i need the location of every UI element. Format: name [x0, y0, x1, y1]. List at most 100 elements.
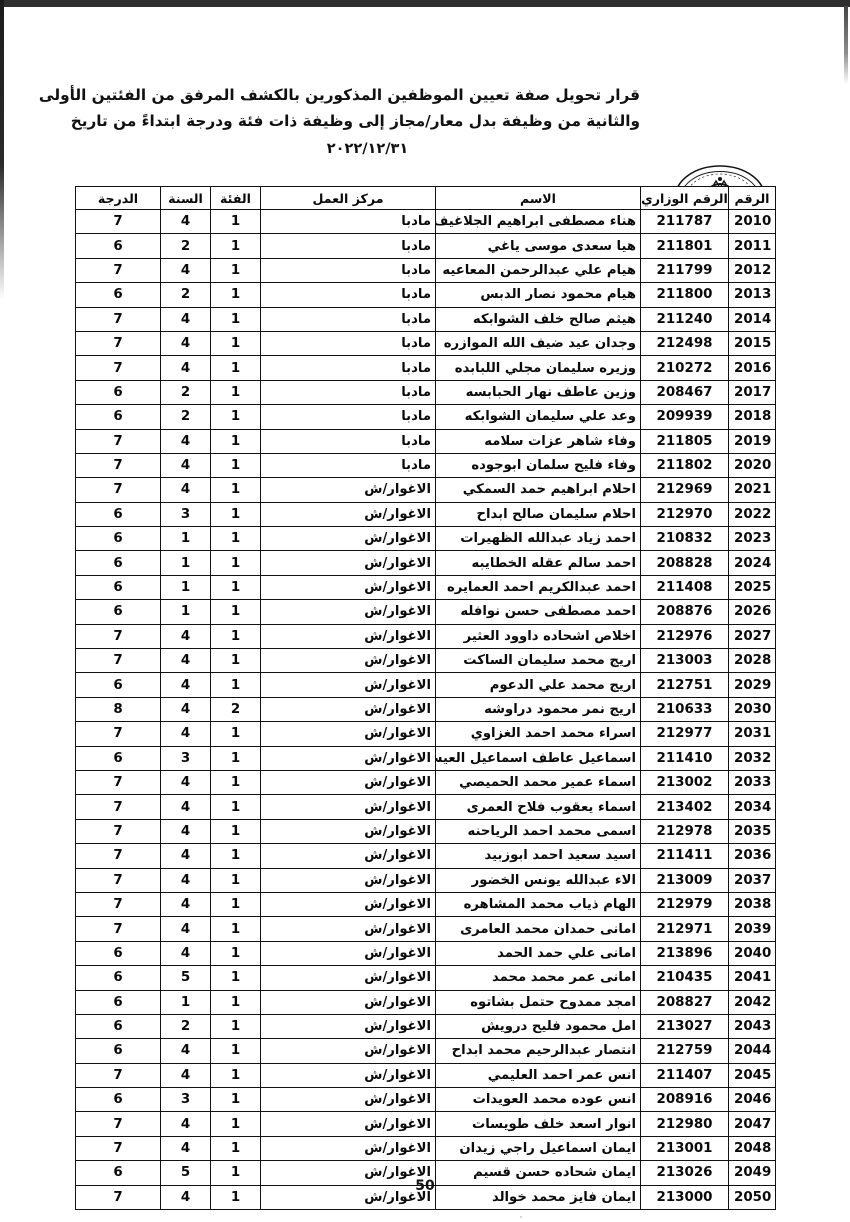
cell-serial: 2023 — [728, 526, 776, 552]
cell-center: مادبا — [260, 404, 436, 430]
cell-grade: 7 — [75, 306, 161, 332]
cell-name: احمد مصطفى حسن نوافله — [435, 599, 641, 625]
cell-ministry: 208876 — [640, 599, 729, 625]
cell-serial: 2047 — [728, 1111, 776, 1137]
table-header-row: الرقم الرقم الوزاري الاسم مركز العمل الف… — [75, 186, 776, 210]
cell-center: مادبا — [260, 330, 436, 357]
cell-category: 1 — [210, 916, 261, 942]
table-row: 2028 213003 اريج محمد سليمان الساكت الاغوار… — [75, 648, 776, 674]
cell-center: الاغوار/ش — [260, 721, 436, 747]
cell-serial: 2025 — [728, 574, 776, 601]
cell-grade: 7 — [75, 208, 161, 235]
cell-category: 1 — [210, 1038, 261, 1064]
cell-year: 4 — [160, 891, 211, 918]
table-row: 2045 211407 انس عمر احمد العليمي الاغوار/ش 1… — [75, 1062, 776, 1089]
cell-center: الاغوار/ش — [260, 648, 436, 674]
table-row: 2040 213896 امانى علي حمد الحمد الاغوار/ش 1 4… — [75, 940, 776, 967]
cell-category: 1 — [210, 599, 261, 625]
cell-name: امانى عمر محمد محمد — [435, 965, 641, 991]
cell-center: الاغوار/ش — [260, 672, 436, 698]
cell-serial: 2017 — [728, 379, 776, 406]
cell-name: امل محمود فليح درويش — [435, 1013, 641, 1040]
cell-center: الاغوار/ش — [260, 989, 436, 1015]
table-row: 2010 211787 هناء مصطفى ابراهيم الجلاغيف ماد… — [75, 208, 776, 235]
cell-category: 1 — [210, 1013, 261, 1040]
cell-ministry: 211787 — [640, 208, 729, 235]
cell-center: الاغوار/ش — [260, 526, 436, 552]
cell-ministry: 208467 — [640, 379, 729, 406]
cell-ministry: 210633 — [640, 696, 729, 723]
cell-grade: 6 — [75, 989, 161, 1015]
cell-category: 1 — [210, 1087, 261, 1113]
cell-ministry: 213896 — [640, 940, 729, 967]
cell-name: اسماء عمير محمد الحميصي — [435, 769, 641, 796]
table-row: 2020 211802 وفاء فليح سلمان ابوجوده مادبا 1 4… — [75, 452, 776, 479]
table-row: 2016 210272 وزيره سليمان مجلي اللبابده مادب… — [75, 355, 776, 381]
cell-center: الاغوار/ش — [260, 916, 436, 942]
cell-category: 1 — [210, 355, 261, 381]
table-row: 2036 211411 اسيد سعيد احمد ابوزبيد الاغوار/… — [75, 843, 776, 869]
document-header: قرار تحويل صفة تعيين الموظفين المذكورين … — [0, 82, 850, 231]
cell-name: اسماء يعقوب فلاح العمرى — [435, 794, 641, 820]
cell-center: مادبا — [260, 355, 436, 381]
cell-ministry: 211802 — [640, 452, 729, 479]
cell-category: 1 — [210, 257, 261, 284]
cell-name: وزين عاطف نهار الحبابسه — [435, 379, 641, 406]
cell-category: 1 — [210, 330, 261, 357]
cell-ministry: 212971 — [640, 916, 729, 942]
cell-category: 1 — [210, 428, 261, 454]
cell-category: 1 — [210, 282, 261, 308]
table-row: 2034 213402 اسماء يعقوب فلاح العمرى الاغوار… — [75, 794, 776, 820]
table-row: 2042 208827 امجد ممدوح حتمل بشاتوه الاغوار/… — [75, 989, 776, 1015]
table-row: 2017 208467 وزين عاطف نهار الحبابسه مادبا 1 2… — [75, 379, 776, 406]
cell-category: 1 — [210, 1111, 261, 1137]
cell-ministry: 212976 — [640, 623, 729, 650]
table-row: 2035 212978 اسمى محمد احمد الرياحنه الاغوار… — [75, 818, 776, 845]
cell-category: 1 — [210, 623, 261, 650]
cell-serial: 2042 — [728, 989, 776, 1015]
cell-category: 1 — [210, 672, 261, 698]
cell-ministry: 213002 — [640, 769, 729, 796]
decision-title: قرار تحويل صفة تعيين الموظفين المذكورين … — [39, 82, 640, 162]
cell-category: 1 — [210, 208, 261, 235]
cell-serial: 2018 — [728, 404, 776, 430]
cell-name: ايمان شحاده حسن قسيم — [435, 1160, 641, 1186]
cell-serial: 2038 — [728, 891, 776, 918]
cell-name: انوار اسعد خلف طويسات — [435, 1111, 641, 1137]
cell-grade: 7 — [75, 623, 161, 650]
cell-year: 4 — [160, 355, 211, 381]
cell-name: اسماعيل عاطف اسماعيل العيسى — [435, 745, 641, 771]
cell-grade: 7 — [75, 916, 161, 942]
cell-serial: 2046 — [728, 1087, 776, 1113]
cell-grade: 6 — [75, 501, 161, 528]
cell-grade: 6 — [75, 599, 161, 625]
cell-category: 1 — [210, 501, 261, 528]
cell-name: اريج محمد علي الدعوم — [435, 672, 641, 698]
table-row: 2011 211801 هيا سعدى موسى ياغي مادبا 1 2 6 — [75, 233, 776, 259]
cell-center: الاغوار/ش — [260, 940, 436, 967]
column-header-ministry: الرقم الوزاري — [640, 186, 729, 210]
cell-center: مادبا — [260, 282, 436, 308]
column-header-center: مركز العمل — [260, 186, 436, 210]
cell-grade: 7 — [75, 867, 161, 893]
cell-category: 1 — [210, 306, 261, 332]
cell-grade: 7 — [75, 452, 161, 479]
cell-ministry: 212970 — [640, 501, 729, 528]
cell-center: الاغوار/ش — [260, 965, 436, 991]
cell-grade: 7 — [75, 330, 161, 357]
column-header-grade: الدرجة — [75, 186, 161, 210]
cell-year: 1 — [160, 599, 211, 625]
cell-serial: 2010 — [728, 208, 776, 235]
cell-ministry: 211408 — [640, 574, 729, 601]
cell-grade: 6 — [75, 404, 161, 430]
cell-grade: 6 — [75, 282, 161, 308]
cell-serial: 2031 — [728, 721, 776, 747]
cell-center: مادبا — [260, 257, 436, 284]
cell-category: 1 — [210, 233, 261, 259]
cell-ministry: 213001 — [640, 1135, 729, 1162]
cell-ministry: 208827 — [640, 989, 729, 1015]
cell-name: اريج محمد سليمان الساكت — [435, 648, 641, 674]
cell-grade: 6 — [75, 379, 161, 406]
cell-name: الهام ذياب محمد المشاهره — [435, 891, 641, 918]
